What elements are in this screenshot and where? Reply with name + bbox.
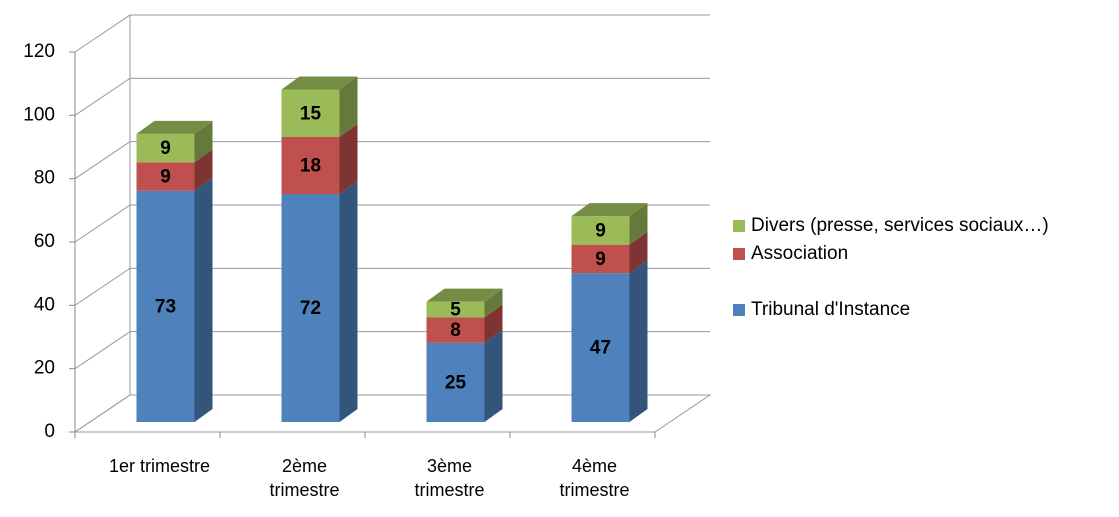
- legend-swatch: [733, 220, 745, 232]
- bar-side: [629, 260, 648, 422]
- bar-segment: [426, 317, 485, 343]
- side-grid-line: [74, 267, 131, 306]
- x-tick-label: 1er trimestre: [108, 456, 211, 476]
- bar-side: [484, 329, 503, 422]
- bar-side: [339, 76, 358, 137]
- legend-label: Divers (presse, services sociaux…): [751, 215, 1049, 236]
- bar-segment: [281, 137, 340, 194]
- side-grid-line: [74, 77, 131, 116]
- x-tick-label: 4ème trimestre: [559, 456, 630, 500]
- value-label: 47: [590, 338, 611, 359]
- bar-top: [281, 76, 358, 90]
- side-grid-line: [74, 394, 131, 433]
- bar-segment: [571, 244, 630, 274]
- value-label: 15: [300, 103, 322, 124]
- y-tick-label: 80: [34, 168, 55, 189]
- bar-segment: [136, 190, 195, 422]
- x-tick-label: 3ème trimestre: [414, 456, 485, 500]
- bar-side: [194, 177, 213, 422]
- y-tick-label: 0: [44, 421, 55, 442]
- value-label: 18: [300, 156, 321, 177]
- legend-label: Tribunal d'Instance: [751, 299, 910, 320]
- y-tick-label: 100: [23, 104, 55, 125]
- legend-swatch: [733, 304, 745, 316]
- bar-side: [629, 203, 648, 245]
- bar-segment: [281, 89, 340, 137]
- value-label: 9: [595, 220, 606, 241]
- bar-segment: [571, 216, 630, 245]
- side-grid-line: [74, 331, 131, 370]
- y-tick-label: 40: [34, 294, 55, 315]
- bar-segment: [426, 301, 485, 318]
- bar-side: [629, 231, 648, 274]
- bar-segment: [136, 133, 195, 163]
- value-label: 72: [300, 298, 321, 319]
- value-label: 9: [160, 138, 171, 159]
- bar-side: [484, 304, 503, 343]
- value-label: 25: [445, 372, 467, 393]
- side-grid-line: [74, 14, 131, 53]
- legend-swatch: [733, 248, 745, 260]
- y-tick-label: 60: [34, 231, 55, 252]
- x-tick-label: 2ème trimestre: [269, 456, 340, 500]
- bar-side: [339, 181, 358, 422]
- bar-top: [136, 120, 213, 134]
- y-tick-label: 20: [34, 358, 55, 379]
- bar-side: [194, 120, 213, 163]
- bar-side: [194, 149, 213, 191]
- y-tick-label: 120: [23, 41, 55, 62]
- bar-top: [426, 288, 503, 302]
- value-label: 5: [450, 300, 461, 321]
- value-label: 8: [450, 320, 461, 341]
- value-label: 9: [160, 167, 171, 188]
- bar-segment: [571, 273, 630, 422]
- side-grid-line: [74, 204, 131, 243]
- bar-segment: [426, 342, 485, 422]
- bar-side: [484, 288, 503, 318]
- value-label: 73: [155, 296, 176, 317]
- bar-side: [339, 124, 358, 194]
- value-label: 9: [595, 249, 606, 270]
- legend-label: Association: [751, 243, 848, 264]
- bar-top: [571, 203, 648, 217]
- bar-segment: [136, 162, 195, 191]
- bar-segment: [281, 194, 340, 422]
- side-grid-line: [74, 141, 131, 180]
